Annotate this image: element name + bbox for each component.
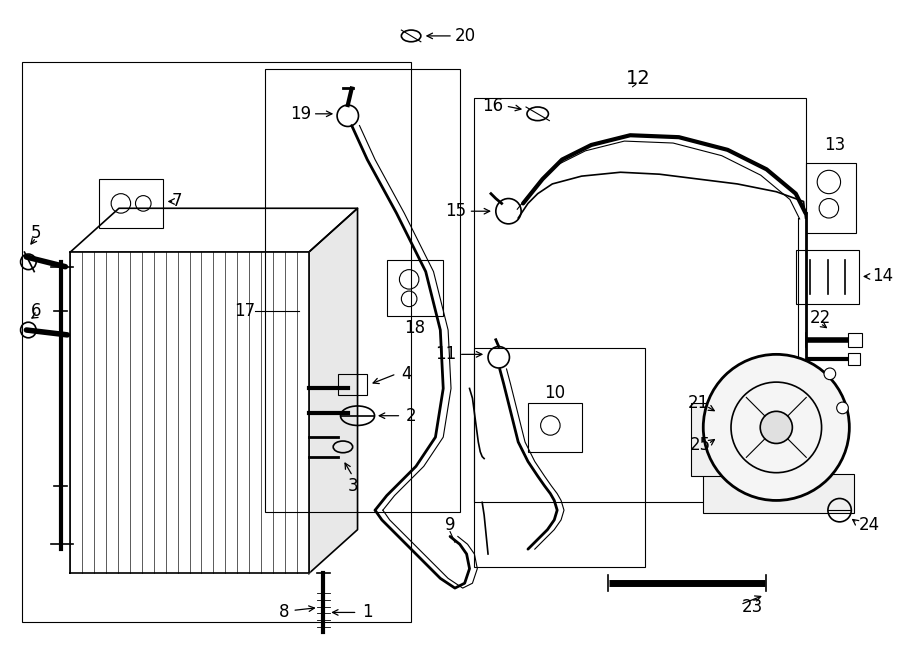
Text: 17: 17 [234,301,256,319]
Text: 8: 8 [279,603,290,621]
Text: 15: 15 [446,202,466,220]
Text: 4: 4 [401,365,411,383]
Polygon shape [70,252,309,574]
Text: 18: 18 [404,319,426,337]
Bar [338,374,367,395]
Text: 5: 5 [31,223,41,242]
Text: 16: 16 [482,97,504,115]
Bar [796,250,860,303]
Text: 14: 14 [872,268,893,286]
Polygon shape [70,208,357,252]
Text: 12: 12 [626,69,651,89]
Text: 1: 1 [362,603,373,621]
Circle shape [703,354,850,500]
Bar [849,333,862,346]
Bar [806,163,856,233]
Text: 3: 3 [347,477,358,495]
Circle shape [824,368,836,379]
Bar [474,348,644,566]
Bar [265,69,460,512]
Text: 11: 11 [436,345,457,364]
Bar [528,403,581,451]
Bar [849,354,860,365]
Text: 9: 9 [445,516,455,534]
Text: 22: 22 [809,309,831,327]
Bar [703,474,854,513]
Circle shape [837,402,849,414]
Text: 25: 25 [689,436,711,454]
Text: 24: 24 [860,516,880,534]
Text: 10: 10 [544,384,565,403]
Text: 21: 21 [688,394,709,412]
Text: 13: 13 [824,136,845,154]
Circle shape [760,411,792,444]
Text: 20: 20 [454,27,476,45]
Text: 2: 2 [406,407,417,425]
Text: 7: 7 [172,192,183,210]
Bar [474,98,806,502]
Bar [100,179,163,228]
Text: 19: 19 [290,105,310,123]
Bar [690,403,732,476]
Text: 23: 23 [742,598,763,615]
Polygon shape [309,208,357,574]
Bar [387,260,443,317]
Bar [22,62,411,622]
Text: 6: 6 [31,301,41,319]
